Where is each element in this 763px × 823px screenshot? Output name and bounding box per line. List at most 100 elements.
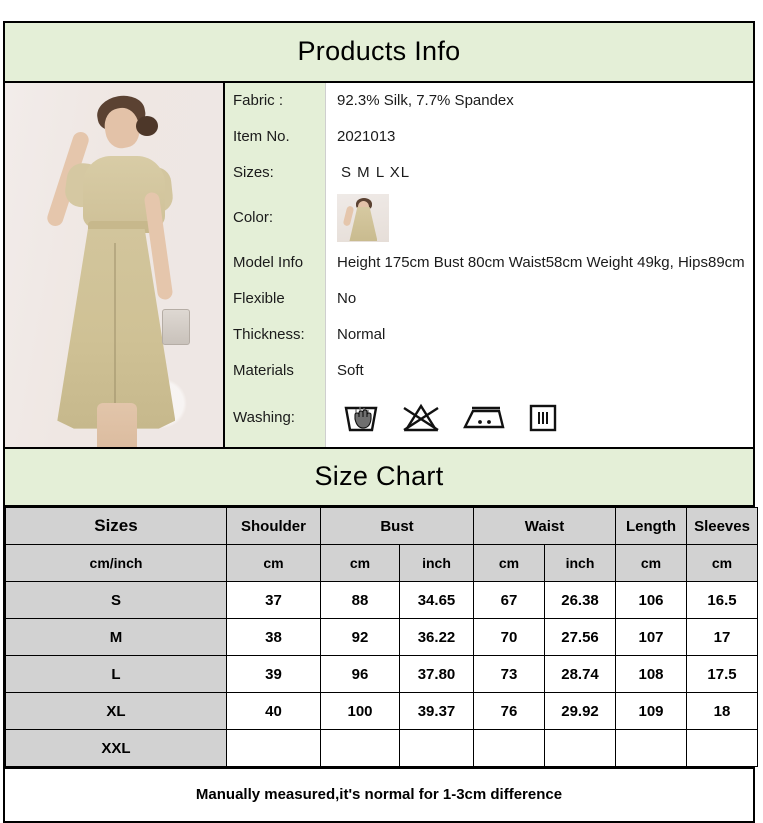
size-chart-title: Size Chart [5, 449, 753, 507]
spec-row-flexible: Flexible No [225, 281, 753, 317]
cell-xl-waist-cm: 76 [473, 692, 545, 730]
table-row: S 37 88 34.65 67 26.38 106 16.5 [5, 581, 759, 619]
cell-m-length-cm: 107 [615, 618, 688, 656]
spec-label-flexible: Flexible [225, 281, 326, 317]
model-legs [96, 403, 137, 447]
spec-value-model-info: Height 175cm Bust 80cm Waist58cm Weight … [325, 245, 753, 281]
cell-xxl-waist-inch [543, 729, 617, 767]
cell-s-waist-cm: 67 [473, 581, 545, 619]
table-row: XXL [5, 729, 759, 767]
hand-wash-icon [344, 406, 378, 432]
spec-label-washing: Washing: [225, 389, 326, 447]
washing-care-icons [337, 402, 753, 434]
size-label-xxl: XXL [5, 729, 227, 767]
swatch-dress [349, 206, 378, 241]
unit-waist-cm: cm [473, 544, 545, 582]
products-info-card: Products Info Fabri [3, 21, 759, 823]
handbag [161, 308, 190, 345]
iron-medium-heat-icon [463, 406, 505, 429]
sizes-list: S M L XL [341, 164, 411, 182]
cell-xl-waist-inch: 29.92 [543, 692, 617, 730]
product-spec-table: Fabric : 92.3% Silk, 7.7% Spandex Item N… [225, 83, 753, 447]
spec-label-color: Color: [225, 191, 326, 245]
spec-row-sizes: Sizes: S M L XL [225, 155, 753, 191]
color-swatch-thumbnail[interactable] [337, 194, 389, 242]
do-not-bleach-icon [403, 403, 439, 432]
cell-xxl-shoulder-cm [226, 729, 321, 767]
spec-label-item-no: Item No. [225, 119, 326, 155]
table-row: M 38 92 36.22 70 27.56 107 17 [5, 618, 759, 656]
cell-s-bust-cm: 88 [320, 581, 400, 619]
spec-value-thickness: Normal [325, 317, 753, 353]
cell-xxl-waist-cm [473, 729, 545, 767]
cell-xxl-length-cm [615, 729, 688, 767]
col-group-waist: Waist [472, 507, 617, 545]
size-chart-group-header-row: Sizes Shoulder Bust Waist Length Sleeves [5, 507, 759, 545]
cell-s-sleeves-cm: 16.5 [686, 581, 759, 619]
spec-label-model-info: Model Info [225, 245, 326, 281]
size-label-l: L [5, 655, 227, 693]
spec-row-thickness: Thickness: Normal [225, 317, 753, 353]
unit-bust-inch: inch [399, 544, 474, 582]
spec-value-item-no: 2021013 [325, 119, 753, 155]
spec-row-washing: Washing: [225, 389, 753, 447]
cell-s-bust-inch: 34.65 [399, 581, 474, 619]
size-chart-unit-header-row: cm/inch cm cm inch cm inch cm cm [5, 544, 759, 582]
spec-row-materials: Materials Soft [225, 353, 753, 389]
cell-xxl-bust-cm [320, 729, 400, 767]
measurement-disclaimer: Manually measured,it's normal for 1-3cm … [5, 767, 753, 821]
size-label-xl: XL [5, 692, 227, 730]
cell-m-bust-cm: 92 [320, 618, 400, 656]
cell-l-sleeves-cm: 17.5 [686, 655, 759, 693]
size-chart-table: Sizes Shoulder Bust Waist Length Sleeves… [5, 507, 759, 767]
unit-bust-cm: cm [320, 544, 400, 582]
cell-m-waist-cm: 70 [473, 618, 545, 656]
cell-l-bust-cm: 96 [320, 655, 400, 693]
unit-sleeves-cm: cm [686, 544, 759, 582]
spec-value-sizes: S M L XL [325, 155, 753, 191]
line-dry-icon [529, 404, 557, 432]
spec-row-color: Color: [225, 191, 753, 245]
col-group-sizes: Sizes [5, 507, 227, 545]
cell-xxl-sleeves-cm [686, 729, 759, 767]
spec-label-thickness: Thickness: [225, 317, 326, 353]
spec-label-sizes: Sizes: [225, 155, 326, 191]
model-hair-bun [135, 115, 158, 136]
cell-m-waist-inch: 27.56 [543, 618, 617, 656]
unit-waist-inch: inch [543, 544, 617, 582]
size-label-s: S [5, 581, 227, 619]
cell-l-bust-inch: 37.80 [399, 655, 474, 693]
cell-xl-length-cm: 109 [615, 692, 688, 730]
spec-label-materials: Materials [225, 353, 326, 389]
cell-xl-bust-inch: 39.37 [399, 692, 474, 730]
cell-xl-sleeves-cm: 18 [686, 692, 759, 730]
unit-length-cm: cm [615, 544, 688, 582]
product-photo-image [5, 83, 223, 447]
cell-s-shoulder-cm: 37 [226, 581, 321, 619]
cell-l-waist-inch: 28.74 [543, 655, 617, 693]
spec-value-materials: Soft [325, 353, 753, 389]
table-row: L 39 96 37.80 73 28.74 108 17.5 [5, 655, 759, 693]
col-group-length: Length [615, 507, 688, 545]
cell-m-bust-inch: 36.22 [399, 618, 474, 656]
dress-skirt-fold [114, 243, 116, 430]
cell-xl-bust-cm: 100 [320, 692, 400, 730]
spec-value-flexible: No [325, 281, 753, 317]
product-info-section: Fabric : 92.3% Silk, 7.7% Spandex Item N… [5, 83, 753, 449]
cell-m-sleeves-cm: 17 [686, 618, 759, 656]
spec-value-washing [325, 389, 753, 447]
col-group-shoulder: Shoulder [226, 507, 321, 545]
cell-xl-shoulder-cm: 40 [226, 692, 321, 730]
table-row: XL 40 100 39.37 76 29.92 109 18 [5, 692, 759, 730]
cell-l-waist-cm: 73 [473, 655, 545, 693]
spec-row-fabric: Fabric : 92.3% Silk, 7.7% Spandex [225, 83, 753, 119]
spec-row-item-no: Item No. 2021013 [225, 119, 753, 155]
cell-l-shoulder-cm: 39 [226, 655, 321, 693]
cell-s-length-cm: 106 [615, 581, 688, 619]
size-label-m: M [5, 618, 227, 656]
cell-s-waist-inch: 26.38 [543, 581, 617, 619]
cell-xxl-bust-inch [399, 729, 474, 767]
unit-shoulder-cm: cm [226, 544, 321, 582]
spec-row-model-info: Model Info Height 175cm Bust 80cm Waist5… [225, 245, 753, 281]
col-group-bust: Bust [320, 507, 474, 545]
